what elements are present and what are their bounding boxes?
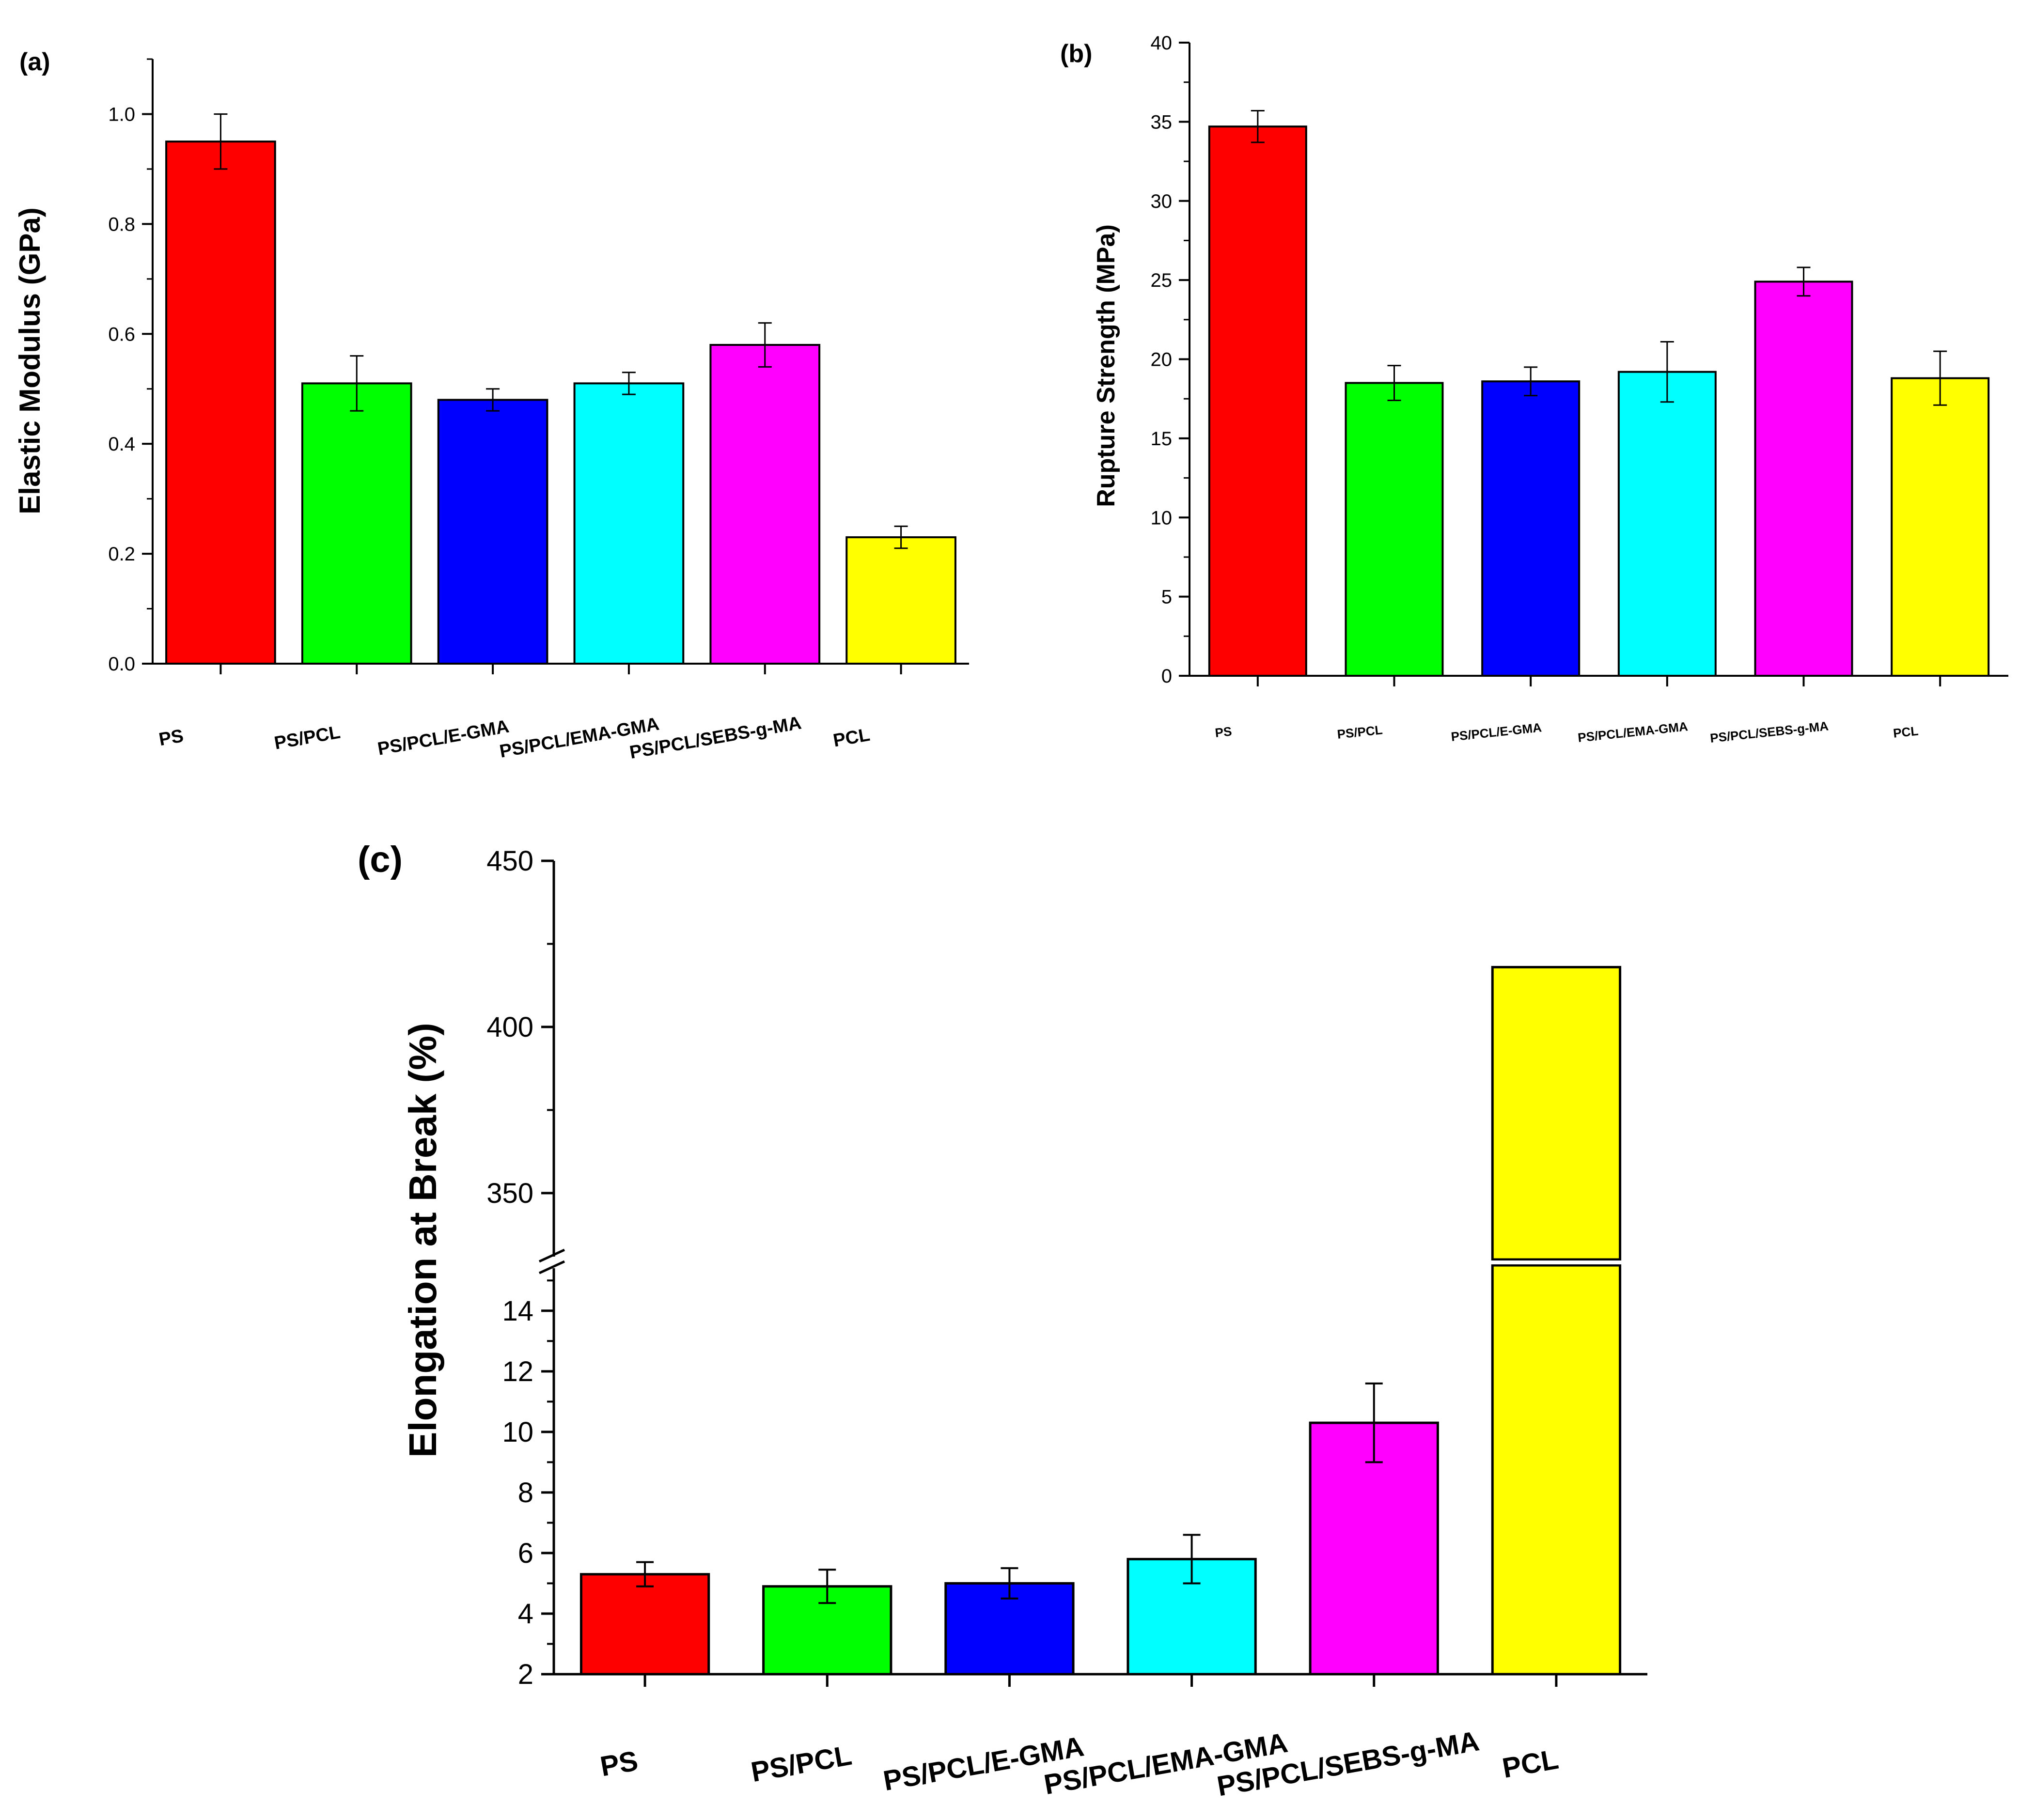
chart-c: (c) Elongation at Break (%) 2 4 6 8 10 12 14 35… [358, 839, 1647, 1802]
bar-c-0 [579, 1573, 710, 1676]
x-tick-label-c: PS/PCL [749, 1740, 854, 1788]
bar-a-1 [301, 382, 412, 665]
y-axis-label-a: Elastic Modulus (GPa) [14, 207, 46, 514]
y-tick-label-a: 0.0 [108, 653, 135, 675]
y-tick-label-a: 0.4 [108, 434, 135, 455]
bar-b-1 [1345, 382, 1444, 677]
bar-b-5 [1891, 377, 1990, 677]
y-tick-label-b: 20 [1151, 349, 1173, 371]
y-tick-label-a: 0.8 [108, 214, 135, 235]
y-tick-label-c: 12 [502, 1356, 533, 1387]
bar-b-0 [1208, 125, 1307, 677]
bar-c-5-upper [1491, 965, 1622, 1261]
bar-a-3 [573, 382, 685, 665]
axis-break-mark [538, 1260, 565, 1275]
y-tick-label-c: 450 [486, 845, 533, 877]
y-tick-label-c: 6 [518, 1538, 533, 1569]
x-tick-label-b: PS [1214, 724, 1233, 740]
bar-a-2 [437, 399, 548, 665]
y-tick-label-c: 350 [486, 1178, 533, 1209]
bar-a-0 [165, 140, 276, 665]
x-tick-label-a: PS [157, 726, 185, 750]
x-tick-label-a: PS/PCL/E-GMA [376, 716, 511, 760]
y-tick-label-b: 35 [1151, 111, 1173, 133]
x-tick-label-b: PS/PCL [1336, 722, 1383, 742]
y-axis-label-c: Elongation at Break (%) [401, 1023, 444, 1458]
y-tick-label-c: 10 [502, 1416, 533, 1448]
y-tick-label-c: 2 [518, 1659, 533, 1690]
y-axis-label-b: Rupture Strength (MPa) [1092, 224, 1120, 507]
panel-label-c: (c) [358, 839, 403, 880]
bar-a-5 [845, 536, 956, 665]
bar-a-4 [709, 343, 821, 665]
y-tick-label-a: 0.2 [108, 544, 135, 565]
x-tick-label-c: PS [598, 1745, 640, 1782]
y-tick-label-c: 400 [486, 1011, 533, 1043]
bar-c-5-lower [1491, 1264, 1622, 1676]
y-tick-label-a: 1.0 [108, 104, 135, 125]
axis-break-mark [538, 1248, 565, 1263]
y-tick-label-b: 0 [1161, 666, 1172, 687]
plot-area-b: 0 5 10 15 20 25 30 35 40 PS PS/PCL PS/PCL/E-GMA PS/P… [1151, 32, 2008, 746]
y-tick-label-c: 8 [518, 1477, 533, 1509]
y-tick-label-b: 10 [1151, 507, 1173, 529]
y-tick-label-b: 15 [1151, 428, 1173, 450]
x-tick-label-a: PCL [831, 725, 871, 751]
bar-b-2 [1481, 380, 1581, 677]
y-tick-label-a: 0.6 [108, 324, 135, 345]
bar-b-3 [1617, 371, 1717, 677]
x-tick-label-a: PS/PCL [273, 722, 342, 754]
y-tick-label-b: 5 [1161, 587, 1172, 608]
bar-b-4 [1754, 280, 1853, 677]
x-tick-label-b: PS/PCL/SEBS-g-MA [1709, 718, 1830, 746]
plot-area-a: 0.00.20.40.60.81.0PS PS/PCL PS/PCL/E-GMAPS… [108, 58, 969, 763]
chart-b: (b) Rupture Strength (MPa) 0 5 10 15 20 25 30 3… [1060, 32, 2008, 746]
panel-label-a: (a) [19, 48, 50, 76]
y-tick-label-c: 4 [518, 1598, 533, 1630]
y-tick-label-b: 40 [1151, 32, 1173, 54]
chart-a: (a) Elastic Modulus (GPa) 0.0 0.2 0.4 0.6 0.… [14, 48, 969, 763]
y-tick-label-b: 30 [1151, 191, 1173, 212]
x-tick-label-b: PS/PCL/E-GMA [1450, 720, 1542, 744]
y-tick-label-b: 25 [1151, 270, 1173, 291]
x-tick-label-b: PCL [1893, 723, 1919, 740]
x-tick-label-b: PS/PCL/EMA-GMA [1577, 719, 1689, 745]
y-tick-label-c: 14 [502, 1295, 533, 1327]
bar-break-gap [1490, 1260, 1622, 1264]
x-tick-label-c: PCL [1500, 1743, 1561, 1784]
bar-c-4 [1309, 1421, 1439, 1676]
panel-label-b: (b) [1060, 40, 1092, 68]
